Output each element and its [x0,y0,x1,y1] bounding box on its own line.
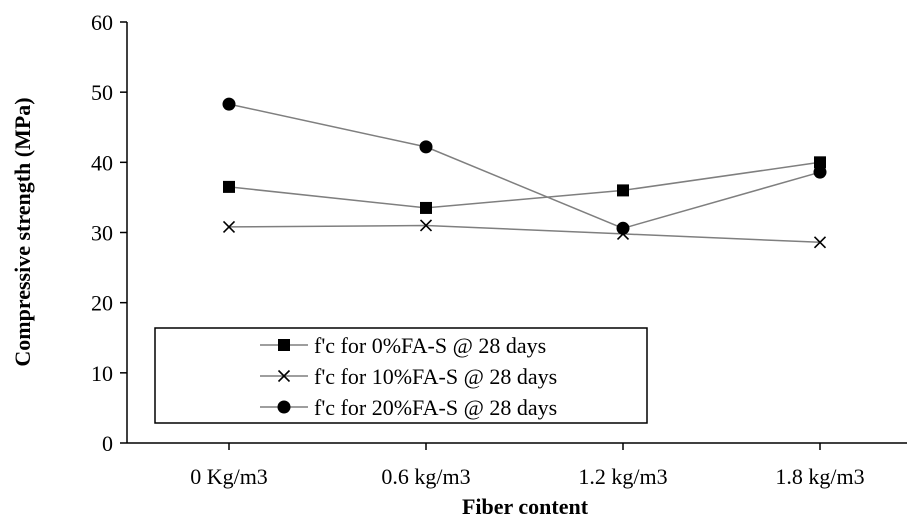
x-marker-stroke [222,220,236,233]
series-1 [223,156,826,214]
x-marker-stroke [419,219,433,232]
x-tick-label: 0.6 kg/m3 [381,464,470,489]
legend-item: f'c for 20%FA-S @ 28 days [260,395,557,420]
x-marker-stroke [813,236,827,249]
data-point [814,156,826,169]
y-tick-label: 50 [91,80,113,105]
y-axis-title: Compressive strength (MPa) [10,97,35,366]
legend-label: f'c for 20%FA-S @ 28 days [314,395,557,420]
data-point [616,221,630,235]
y-tick-label: 0 [102,431,113,456]
y-tick-label: 60 [91,10,113,35]
legend-marker [277,369,291,383]
legend-marker [278,339,290,351]
data-point [419,140,433,154]
x-axis-title: Fiber content [462,494,589,519]
series-line [228,103,821,230]
data-point [813,165,827,179]
data-point [420,201,432,214]
legend-item: f'c for 10%FA-S @ 28 days [260,364,557,389]
series-layer [222,97,827,249]
x-tick-label: 0 Kg/m3 [190,464,268,489]
series-3 [222,97,827,235]
series-line [228,161,821,209]
series-2 [222,219,827,249]
data-point [223,180,235,193]
data-point [813,236,827,249]
y-tick-label: 20 [91,291,113,316]
y-tick-label: 10 [91,361,113,386]
x-marker-stroke [277,369,291,383]
tick-labels: 0 10 20 30 40 50 60 0 Kg/m3 0.6 kg/m3 1.2 kg/m3 1.… [91,10,865,489]
x-tick-label: 1.8 kg/m3 [775,464,864,489]
y-tick-label: 30 [91,221,113,246]
data-point [617,184,629,197]
legend-label: f'c for 10%FA-S @ 28 days [314,364,557,389]
data-point [419,219,433,232]
legend-label: f'c for 0%FA-S @ 28 days [314,333,546,358]
x-tick-label: 1.2 kg/m3 [578,464,667,489]
series-line [228,224,821,244]
y-tick-label: 40 [91,150,113,175]
legend: f'c for 0%FA-S @ 28 days f'c for 10%FA-S … [154,327,648,424]
legend-marker [277,400,291,414]
legend-box [154,327,648,424]
data-point [222,97,236,111]
legend-item: f'c for 0%FA-S @ 28 days [260,333,546,358]
axes [120,21,907,450]
data-point [222,220,236,233]
